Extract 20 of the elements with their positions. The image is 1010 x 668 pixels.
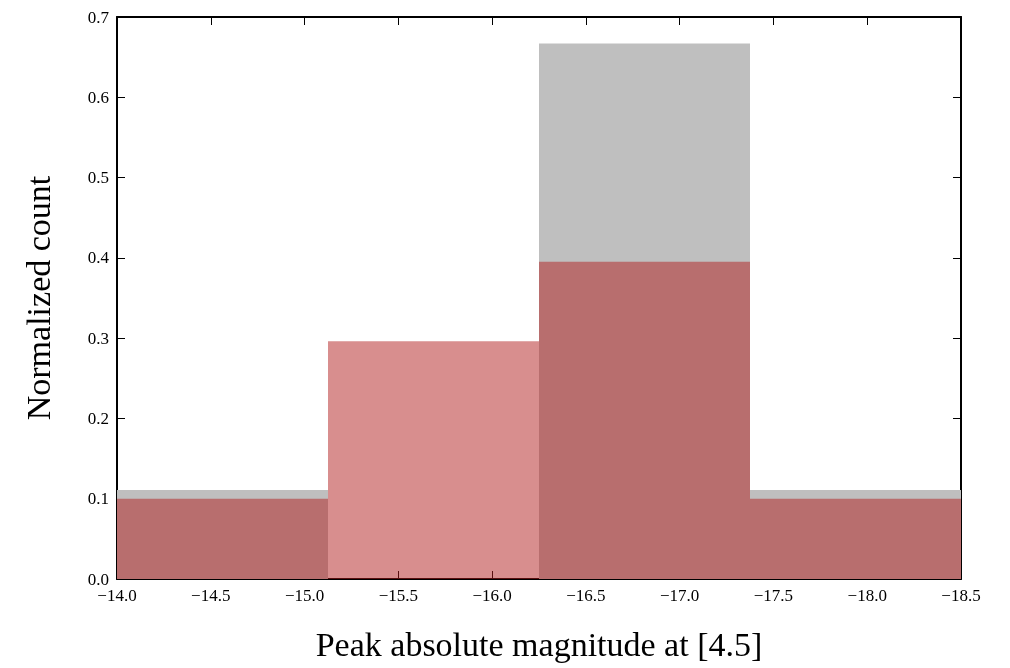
x-tick-label: −17.5: [753, 586, 794, 605]
x-tick-label: −18.5: [941, 586, 981, 605]
x-tick-label: −14.5: [191, 586, 231, 605]
x-tick-label: −15.0: [284, 586, 325, 605]
y-tick-label: 0.2: [87, 408, 109, 428]
x-tick-label: −16.0: [472, 586, 512, 605]
y-tick-label: 0.6: [87, 87, 109, 107]
x-tick-label: −14.0: [97, 586, 137, 605]
y-tick-label: 0.3: [87, 328, 109, 348]
y-tick-label: 0.0: [87, 569, 109, 589]
x-tick-label: −18.0: [847, 586, 887, 605]
x-tick-label: −16.5: [566, 586, 606, 605]
x-tick-label: −15.5: [378, 586, 419, 605]
y-axis-title: Normalized count: [19, 175, 57, 421]
x-axis-title: Peak absolute magnitude at [4.5]: [315, 625, 763, 663]
y-tick-label: 0.1: [87, 489, 109, 509]
y-tick-label: 0.7: [87, 7, 110, 27]
x-tick-label: −17.0: [659, 586, 700, 605]
y-tick-label: 0.5: [87, 168, 109, 188]
y-tick-label: 0.4: [87, 248, 110, 268]
